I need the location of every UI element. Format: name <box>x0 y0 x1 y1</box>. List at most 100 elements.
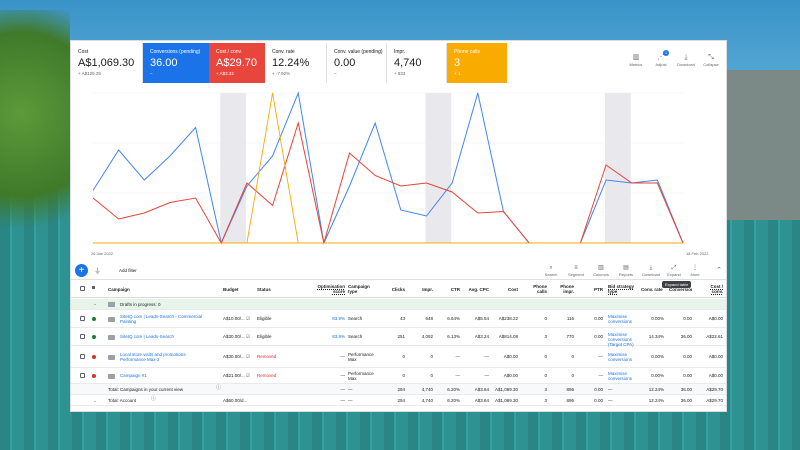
row-checkbox[interactable] <box>80 373 85 378</box>
more-icon: ⋮ <box>692 265 698 271</box>
metric-card-conversions[interactable]: Conversions (pending) 36.00 – <box>143 43 209 83</box>
columns-button[interactable]: ▥ Columns <box>590 264 612 277</box>
col-status[interactable]: Status <box>257 287 271 292</box>
col-budget[interactable]: Budget <box>223 287 239 292</box>
col-phone-impr[interactable]: Phone impr. <box>560 284 574 294</box>
cell-bid[interactable]: Maximise conversions <box>608 371 633 381</box>
chevron-up-icon: ⌃ <box>716 267 722 274</box>
expand-button[interactable]: ⤢ Expand <box>663 264 685 277</box>
status-dot-icon <box>92 374 96 378</box>
cell-conv: 0.00 <box>683 354 692 359</box>
download-chart-button[interactable]: ⤓ Download <box>674 53 698 67</box>
google-ads-overview-panel: Cost A$1,069.30 + A$125.25 Conversions (… <box>70 40 727 412</box>
edit-budget-icon[interactable]: ☑ <box>246 316 251 321</box>
collapse-button[interactable]: ⤡ Collapse <box>699 53 723 67</box>
edit-budget-icon[interactable]: ☑ <box>246 354 251 359</box>
col-campaign-type[interactable]: Campaign type <box>348 284 370 294</box>
metric-card-phone-calls[interactable]: Phone calls 3 + 1 <box>447 43 507 83</box>
cell-pi: 116 <box>566 316 574 321</box>
cell-impr: 0 <box>430 354 433 359</box>
col-conversions[interactable]: Conversions <box>669 287 692 292</box>
chevron-down-icon[interactable]: ⌄ <box>93 398 97 403</box>
edit-budget-icon[interactable]: ☑ <box>246 373 251 378</box>
search-button[interactable]: ⌕ Search <box>540 264 562 277</box>
metric-card-conv-rate[interactable]: Conv. rate 12.24% + -7.92% <box>265 43 327 83</box>
cell-opt: — <box>340 398 346 403</box>
tool-label: Adjust <box>655 62 667 67</box>
table-row[interactable]: Campaign #1 A$21.00/... Removed — Performanc… <box>71 368 726 384</box>
cell-bid[interactable]: Maximise conversions (Target CPA) <box>608 332 634 347</box>
segment-button[interactable]: ≡ Segment <box>565 264 587 277</box>
col-impr[interactable]: Impr. <box>422 287 433 292</box>
filter-icon[interactable]: ⏚ <box>94 268 101 275</box>
metric-delta: – <box>150 71 153 76</box>
metric-card-cost[interactable]: Cost A$1,069.30 + A$125.25 <box>71 43 143 83</box>
campaign-name-link[interactable]: SiteIQ.com | Leads-Search - Commercial P… <box>120 314 202 324</box>
add-filter-link[interactable]: Add filter <box>119 268 137 273</box>
metrics-button[interactable]: ▥ Metrics <box>624 53 648 67</box>
select-all-checkbox[interactable] <box>80 286 85 291</box>
row-checkbox[interactable] <box>80 334 85 339</box>
col-clicks[interactable]: Clicks <box>391 287 405 292</box>
download-table-button[interactable]: ⤓ Download <box>640 264 662 277</box>
cell-pc: 0 <box>544 373 547 378</box>
cell-pi: 896 <box>566 387 574 392</box>
col-avg-cpc[interactable]: Avg. CPC <box>468 287 489 292</box>
cell-cpc: A$3.64 <box>474 387 489 392</box>
col-ptr[interactable]: PTR <box>594 287 603 292</box>
col-optimisation-score[interactable]: Optimisation score <box>317 284 345 294</box>
campaign-name-link[interactable]: Local store visits and promotions-Perfor… <box>120 352 188 362</box>
metric-card-impressions[interactable]: Impr. 4,740 + 833 <box>387 43 447 83</box>
cell-cc: A$0.00 <box>708 316 723 321</box>
drafts-row[interactable]: ⌄ Drafts in progress: 0 <box>71 299 726 310</box>
folder-icon <box>108 302 115 307</box>
adjust-button[interactable]: 1 ⋰ Adjust <box>649 50 673 67</box>
cell-pi: 0 <box>571 373 574 378</box>
totals-label: Total: Campaigns in your current view <box>108 387 184 392</box>
metric-card-cost-per-conv[interactable]: Cost / conv. A$29.70 + A$3.32 <box>209 43 265 83</box>
metric-delta: + 833 <box>394 71 406 76</box>
chart-series-line-blue <box>92 91 684 245</box>
cell-bid[interactable]: Maximise conversions <box>608 352 633 362</box>
cell-bid[interactable]: Maximise conversions <box>608 314 633 324</box>
chart-weekend-band <box>220 93 246 243</box>
campaign-type-icon <box>108 355 115 360</box>
col-phone-calls[interactable]: Phone calls <box>533 284 547 294</box>
add-button[interactable]: + <box>75 264 88 277</box>
cell-type: Search <box>348 316 363 321</box>
cell-ptr: — <box>598 354 604 359</box>
help-icon[interactable]: ⓘ <box>216 385 222 391</box>
reports-button[interactable]: ▤ Reports <box>615 264 637 277</box>
cell-type: Performance Max <box>348 352 374 362</box>
chevron-down-icon[interactable]: ⌄ <box>93 301 97 306</box>
cell-cr: 0.00% <box>651 373 664 378</box>
col-cost-per-conv[interactable]: Cost / conv. <box>710 284 723 294</box>
col-bid-strategy[interactable]: Bid strategy type <box>608 284 635 294</box>
table-row[interactable]: SiteIQ.com | Leads-Search A$30.00/... Elig… <box>71 328 726 347</box>
metric-label: Conv. value (pending) <box>334 49 383 55</box>
row-checkbox[interactable] <box>80 316 85 321</box>
status-column-icon <box>92 286 95 289</box>
cell-conv: 36.00 <box>680 334 692 339</box>
tool-label: Download <box>642 272 660 277</box>
col-campaign[interactable]: Campaign <box>108 287 130 292</box>
cell-opt[interactable]: 83.9% <box>332 334 345 339</box>
metric-card-conv-value[interactable]: Conv. value (pending) 0.00 – <box>327 43 387 83</box>
col-ctr[interactable]: CTR <box>450 287 460 292</box>
cell-pc: 3 <box>544 387 547 392</box>
totals-row: Total: Campaigns in your current view ⓘ — —… <box>71 384 726 395</box>
edit-budget-icon[interactable]: ☑ <box>246 334 251 339</box>
col-conv-rate[interactable]: Conv. rate <box>641 287 663 292</box>
cell-status: Eligible <box>257 316 272 321</box>
table-row[interactable]: Local store visits and promotions-Perfor… <box>71 346 726 368</box>
cell-opt[interactable]: 83.9% <box>332 316 345 321</box>
help-icon[interactable]: ⓘ <box>151 396 157 402</box>
row-checkbox[interactable] <box>80 354 85 359</box>
cell-cost: A$0.00 <box>503 354 518 359</box>
table-row[interactable]: SiteIQ.com | Leads-Search - Commercial P… <box>71 310 726 328</box>
more-button[interactable]: ⋮ More <box>684 264 706 277</box>
collapse-table-button[interactable]: ⌃ <box>708 266 726 274</box>
campaign-name-link[interactable]: SiteIQ.com | Leads-Search <box>120 334 174 339</box>
campaign-name-link[interactable]: Campaign #1 <box>120 373 147 378</box>
col-cost[interactable]: Cost <box>508 287 518 292</box>
